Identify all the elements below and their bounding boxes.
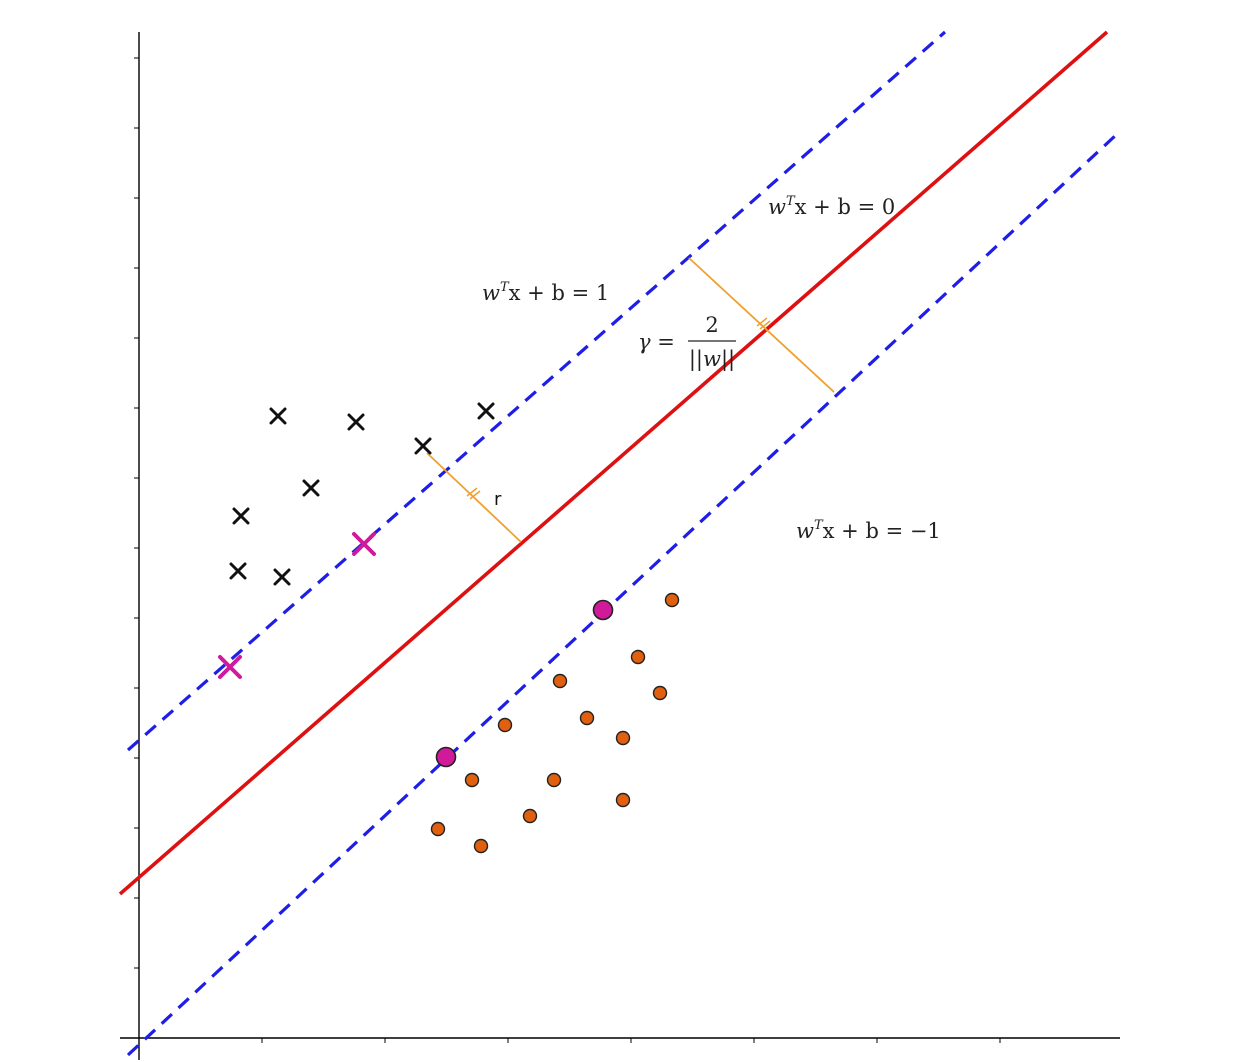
x-cross-marker — [347, 413, 365, 431]
magenta-marker — [435, 746, 457, 768]
magenta-marker — [352, 532, 376, 556]
filled-circle-marker — [497, 717, 513, 733]
gamma-denominator: ||w|| — [689, 347, 735, 372]
y-axis-ticks — [134, 57, 139, 969]
filled-circle-marker — [473, 838, 489, 854]
positive-samples — [430, 592, 680, 854]
gamma-formula: γ = 2 ||w|| — [638, 313, 736, 372]
filled-circle-marker — [464, 772, 480, 788]
negative-samples — [229, 402, 495, 586]
filled-circle-marker — [630, 649, 646, 665]
filled-circle-marker — [664, 592, 680, 608]
filled-circle-marker — [430, 821, 446, 837]
boundary-equation-label: wTx + b = 0 — [768, 194, 895, 219]
filled-circle-marker — [615, 792, 631, 808]
x-cross-marker — [273, 568, 291, 586]
r-label: r — [494, 489, 502, 510]
magenta-marker — [592, 599, 614, 621]
filled-circle-marker — [579, 710, 595, 726]
x-cross-marker — [302, 479, 320, 497]
axes — [120, 32, 1120, 1060]
upper-margin-equation-label: wTx + b = 1 — [482, 280, 609, 305]
magenta-marker — [218, 655, 242, 679]
gamma-numerator: 2 — [705, 313, 718, 337]
lower-margin-equation-label: wTx + b = −1 — [796, 518, 941, 543]
r-distance-indicator — [426, 452, 522, 543]
gamma-margin-indicator — [688, 257, 835, 393]
x-cross-marker — [414, 437, 432, 455]
x-axis-ticks — [261, 1038, 1001, 1043]
filled-circle-marker — [522, 808, 538, 824]
gamma-symbol: γ = — [638, 330, 675, 354]
x-cross-marker — [477, 402, 495, 420]
lower-margin-line — [126, 133, 1118, 1057]
filled-circle-marker — [552, 673, 568, 689]
filled-circle-marker — [546, 772, 562, 788]
filled-circle-marker — [652, 685, 668, 701]
decision-boundary-line — [118, 30, 1109, 896]
positive-support-vectors — [435, 599, 614, 768]
x-cross-marker — [229, 562, 247, 580]
upper-margin-line — [126, 30, 947, 752]
x-cross-marker — [232, 507, 250, 525]
x-cross-marker — [269, 407, 287, 425]
negative-support-vectors — [218, 532, 376, 679]
filled-circle-marker — [615, 730, 631, 746]
